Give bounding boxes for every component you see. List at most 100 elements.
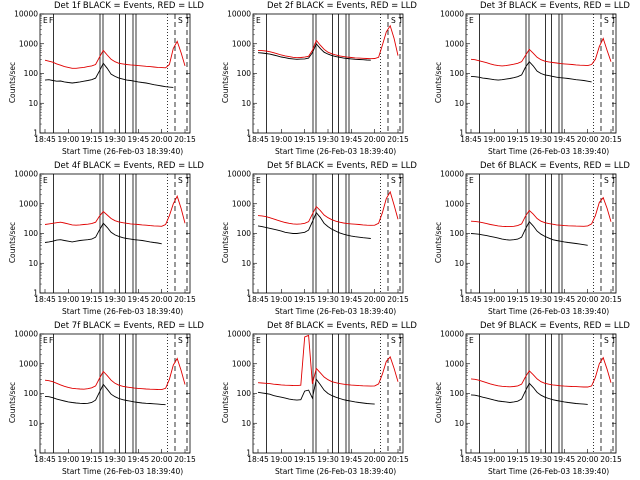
- x-tick-label: 19:15: [294, 295, 316, 304]
- x-axis-label: Start Time (26-Feb-03 18:39:40): [275, 467, 397, 476]
- y-tick-label: 100: [24, 229, 39, 238]
- x-tick-label: 19:15: [507, 455, 529, 464]
- chart-panel-4: Det 4f BLACK = Events, RED = LLD 1 10 100 1…: [0, 160, 213, 320]
- x-tick-label: 19:30: [104, 295, 126, 304]
- chart-title: Det 2f BLACK = Events, RED = LLD: [267, 1, 417, 11]
- y-tick-label: 10: [241, 419, 251, 428]
- x-tick-label: 19:00: [484, 135, 506, 144]
- x-tick-label: 19:45: [341, 455, 363, 464]
- y-axis-label: Counts/sec: [221, 221, 231, 264]
- chart-plot: 1 10 100 1000 10000 18:45 19:00 19:15 19:30 19:45…: [440, 170, 622, 305]
- x-axis-label: Start Time (26-Feb-03 18:39:40): [275, 307, 397, 316]
- y-tick-label: 10000: [14, 330, 38, 339]
- x-tick-label: 19:45: [128, 295, 150, 304]
- y-axis-label: Counts/sec: [434, 61, 444, 104]
- event-marker-label: S: [178, 336, 183, 345]
- y-tick-label: 1000: [232, 199, 251, 208]
- x-tick-label: 19:45: [128, 135, 150, 144]
- x-tick-label: 19:30: [317, 135, 339, 144]
- x-tick-label: 20:00: [151, 135, 173, 144]
- event-marker-label: S: [178, 176, 183, 185]
- event-marker-label: E: [469, 16, 474, 25]
- y-tick-label: 10000: [14, 10, 38, 19]
- x-tick-label: 19:30: [317, 295, 339, 304]
- y-tick-label: 100: [237, 229, 252, 238]
- x-tick-label: 19:00: [271, 295, 293, 304]
- x-axis-label: Start Time (26-Feb-03 18:39:40): [62, 147, 184, 156]
- x-tick-label: 20:00: [364, 295, 386, 304]
- y-tick-label: 1000: [232, 359, 251, 368]
- y-tick-label: 10: [454, 99, 464, 108]
- x-tick-label: 19:30: [104, 455, 126, 464]
- x-tick-label: 20:15: [387, 135, 409, 144]
- chart-plot: 1 10 100 1000 10000 18:45 19:00 19:15 19:30 19:45…: [440, 10, 622, 145]
- event-marker-label: E: [256, 336, 261, 345]
- y-tick-label: 100: [450, 229, 465, 238]
- y-axis-label: Counts/sec: [434, 221, 444, 264]
- chart-title: Det 5f BLACK = Events, RED = LLD: [267, 161, 417, 171]
- y-tick-label: 100: [24, 69, 39, 78]
- x-tick-label: 19:30: [317, 455, 339, 464]
- x-tick-label: 20:00: [577, 455, 599, 464]
- event-marker-label: T: [185, 16, 191, 25]
- y-tick-label: 1: [246, 289, 251, 298]
- x-tick-label: 19:15: [507, 135, 529, 144]
- chart-title: Det 4f BLACK = Events, RED = LLD: [54, 161, 204, 171]
- event-marker-label: T: [185, 176, 191, 185]
- x-axis-label: Start Time (26-Feb-03 18:39:40): [488, 467, 610, 476]
- y-tick-label: 10: [28, 99, 38, 108]
- event-marker-label: S: [604, 336, 609, 345]
- x-axis-label: Start Time (26-Feb-03 18:39:40): [62, 307, 184, 316]
- x-tick-label: 18:45: [34, 135, 56, 144]
- event-marker-label: T: [185, 336, 191, 345]
- x-tick-label: 18:45: [460, 455, 482, 464]
- y-tick-label: 10000: [440, 170, 464, 179]
- event-marker-label: T: [611, 16, 617, 25]
- chart-title: Det 3f BLACK = Events, RED = LLD: [480, 1, 630, 11]
- chart-title: Det 8f BLACK = Events, RED = LLD: [267, 321, 417, 331]
- x-tick-label: 19:15: [507, 295, 529, 304]
- chart-plot: 1 10 100 1000 10000 18:45 19:00 19:15 19:30 19:45…: [14, 330, 196, 465]
- event-marker-label: F: [49, 16, 53, 25]
- x-axis-label: Start Time (26-Feb-03 18:39:40): [488, 147, 610, 156]
- plot-frame: [252, 173, 404, 294]
- y-tick-label: 10000: [440, 10, 464, 19]
- chart-panel-5: Det 5f BLACK = Events, RED = LLD 1 10 100 1…: [213, 160, 426, 320]
- y-tick-label: 10: [28, 419, 38, 428]
- x-tick-label: 18:45: [460, 295, 482, 304]
- chart-panel-9: Det 9f BLACK = Events, RED = LLD 1 10 100 1…: [426, 320, 639, 480]
- x-tick-label: 20:15: [600, 455, 622, 464]
- chart-panel-6: Det 6f BLACK = Events, RED = LLD 1 10 100 1…: [426, 160, 639, 320]
- y-tick-label: 1000: [19, 359, 38, 368]
- series-line-events: [257, 378, 375, 405]
- series-line-lld: [44, 195, 186, 227]
- y-tick-label: 10000: [227, 10, 251, 19]
- x-tick-label: 19:30: [104, 135, 126, 144]
- plot-frame: [39, 333, 191, 454]
- x-tick-label: 20:00: [577, 295, 599, 304]
- x-tick-label: 18:45: [247, 455, 269, 464]
- y-tick-label: 10: [28, 259, 38, 268]
- chart-title: Det 6f BLACK = Events, RED = LLD: [480, 161, 630, 171]
- series-line-lld: [470, 37, 612, 67]
- x-tick-label: 18:45: [247, 295, 269, 304]
- chart-panel-2: Det 2f BLACK = Events, RED = LLD 1 10 100 1…: [213, 0, 426, 160]
- y-tick-label: 1000: [19, 199, 38, 208]
- y-tick-label: 1: [246, 129, 251, 138]
- x-tick-label: 20:15: [600, 135, 622, 144]
- y-tick-label: 1000: [232, 39, 251, 48]
- chart-panel-8: Det 8f BLACK = Events, RED = LLD 1 10 100 1…: [213, 320, 426, 480]
- y-tick-label: 10: [454, 419, 464, 428]
- series-line-events: [470, 220, 588, 246]
- y-tick-label: 10: [241, 259, 251, 268]
- x-tick-label: 19:15: [81, 295, 103, 304]
- x-tick-label: 19:00: [484, 295, 506, 304]
- x-tick-label: 19:15: [294, 455, 316, 464]
- y-tick-label: 10: [454, 259, 464, 268]
- y-tick-label: 1000: [445, 39, 464, 48]
- chart-panel-3: Det 3f BLACK = Events, RED = LLD 1 10 100 1…: [426, 0, 639, 160]
- y-axis-label: Counts/sec: [8, 381, 18, 424]
- chart-title: Det 9f BLACK = Events, RED = LLD: [480, 321, 630, 331]
- x-tick-label: 19:00: [271, 135, 293, 144]
- y-axis-label: Counts/sec: [8, 221, 18, 264]
